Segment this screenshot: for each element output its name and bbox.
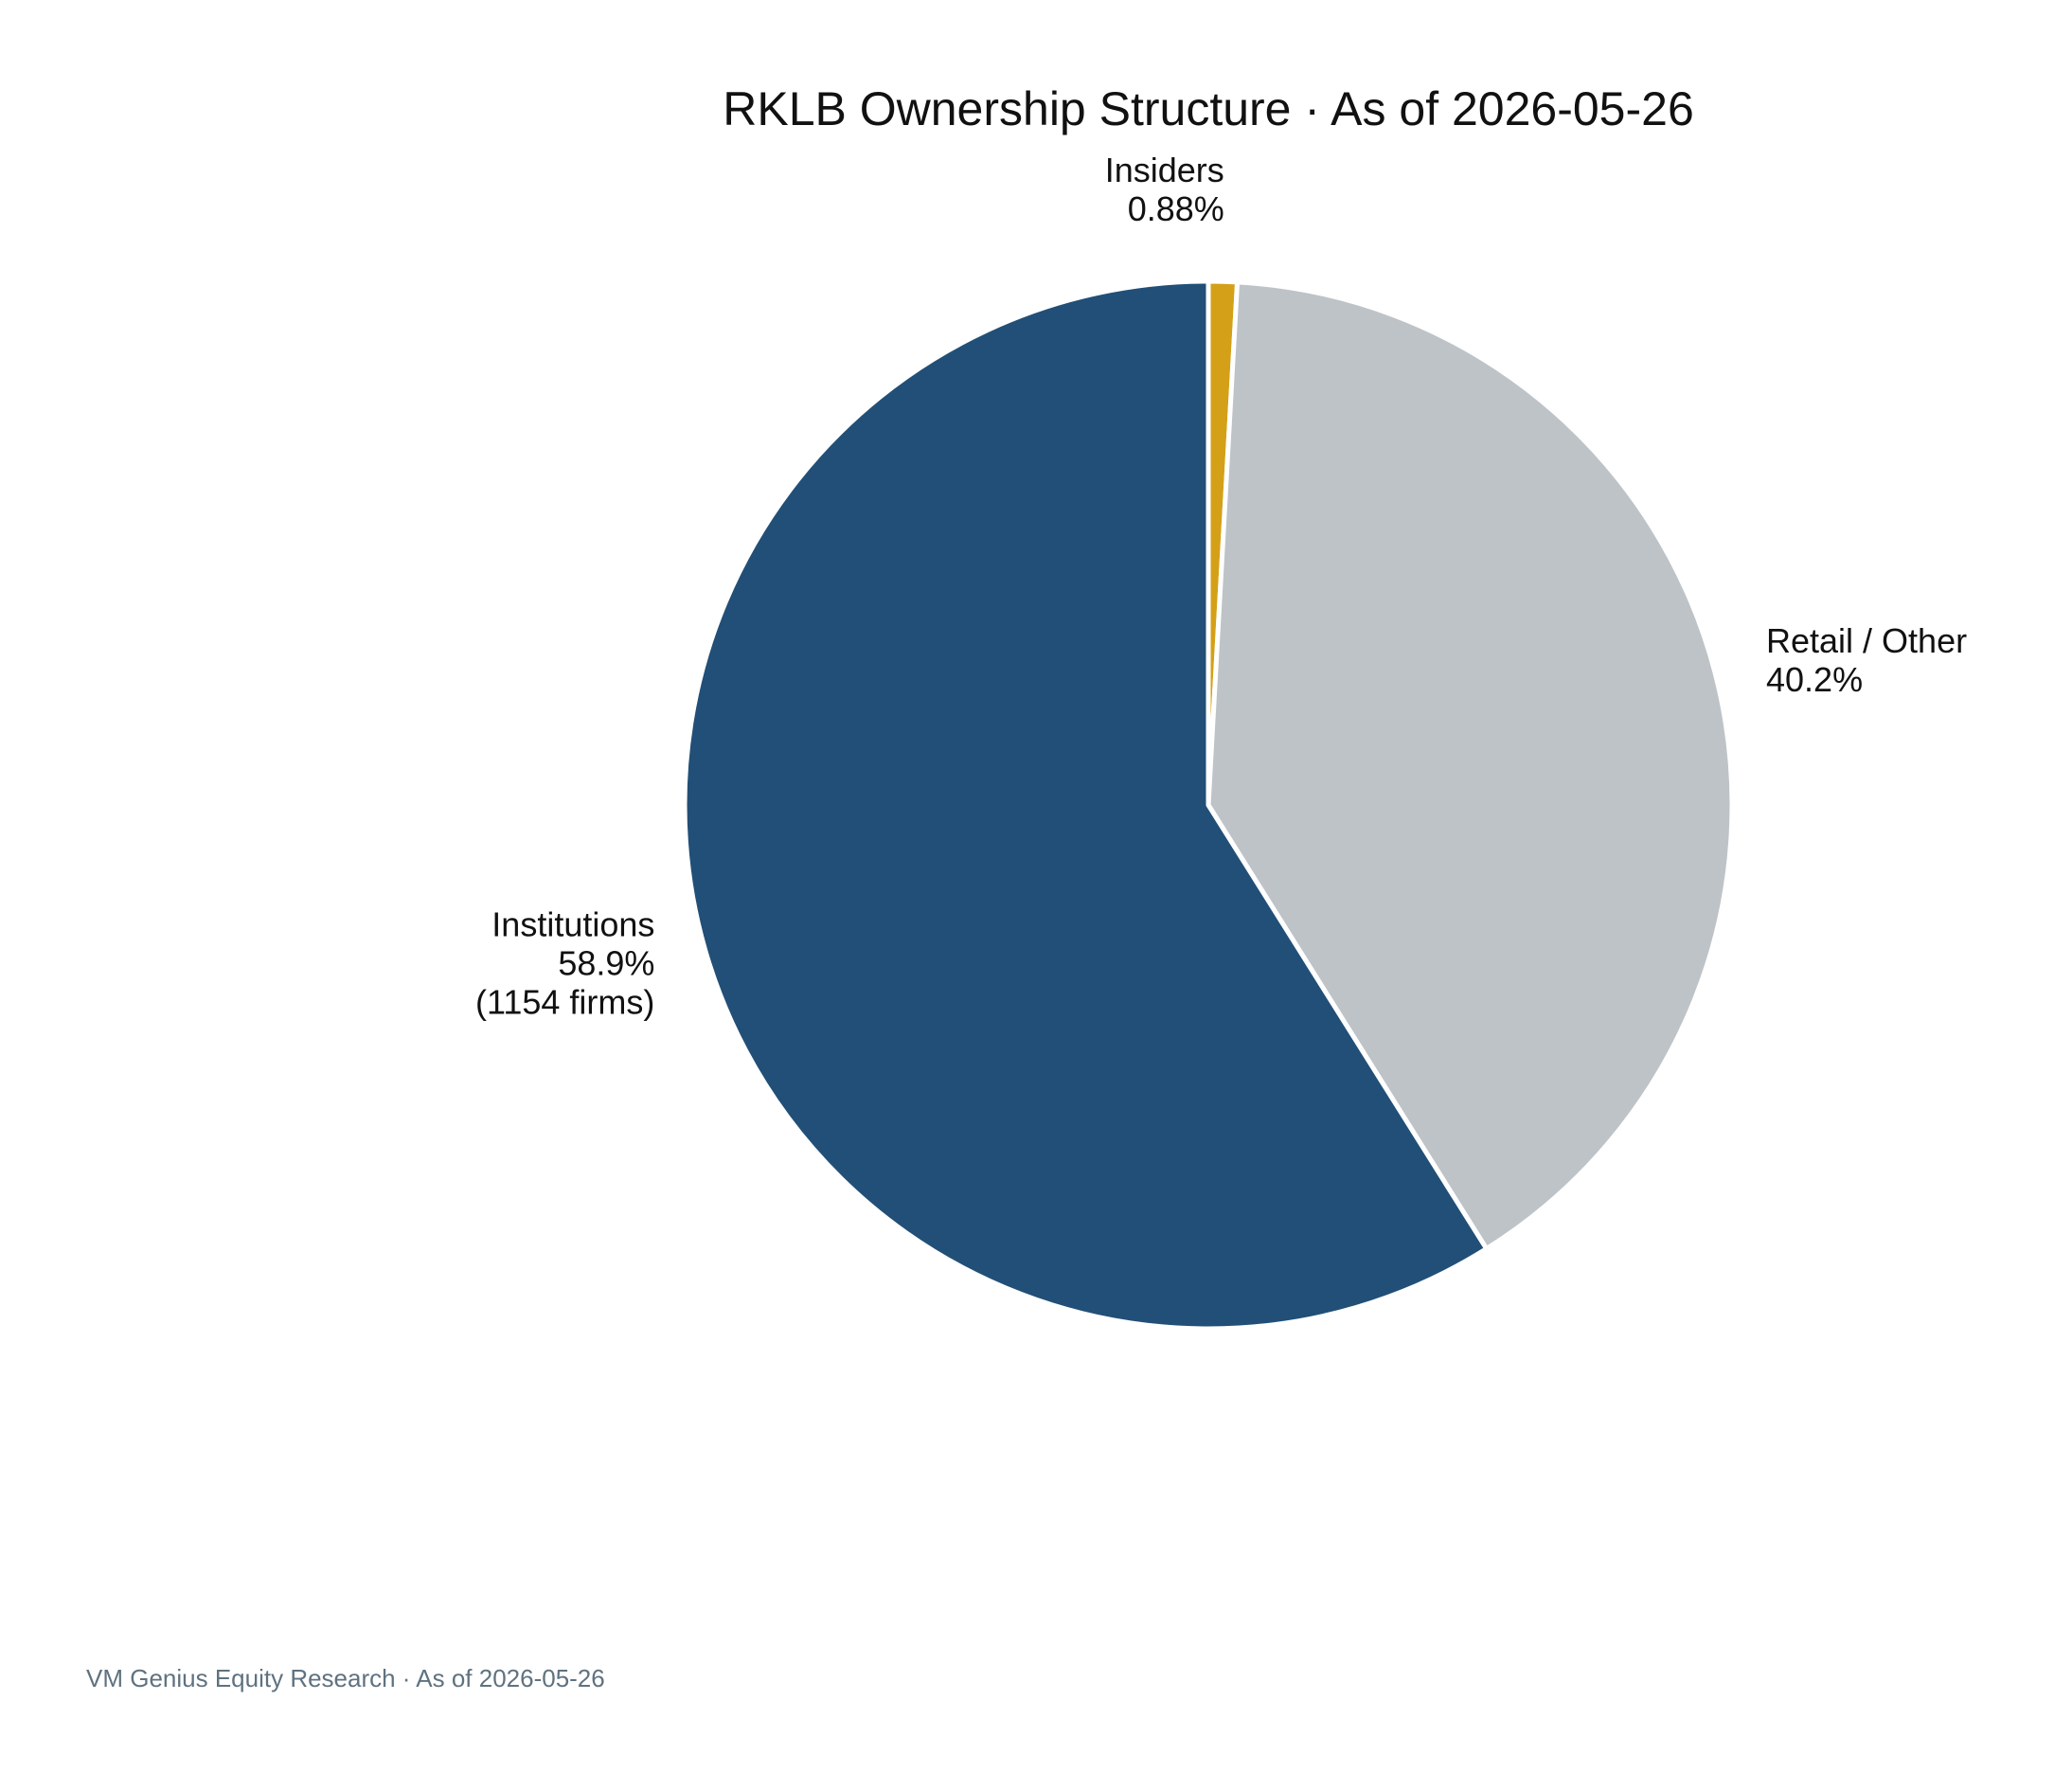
pie-slice-retail-other bbox=[1206, 279, 1735, 1252]
slice-label-insiders: Insiders 0.88% bbox=[1105, 151, 1224, 228]
pie-labels: Insiders 0.88% Retail / Other 40.2% Institut… bbox=[475, 151, 1967, 1022]
pie-slice-institutions bbox=[682, 278, 1490, 1332]
footer-source-note: VM Genius Equity Research · As of 2026-0… bbox=[86, 1664, 605, 1692]
chart-title: RKLB Ownership Structure · As of 2026-05… bbox=[723, 82, 1694, 135]
slice-label-retail-other: Retail / Other 40.2% bbox=[1766, 621, 1967, 699]
slice-label-institutions: Institutions 58.9% (1154 firms) bbox=[475, 905, 654, 1022]
pie-slices bbox=[682, 278, 1735, 1332]
